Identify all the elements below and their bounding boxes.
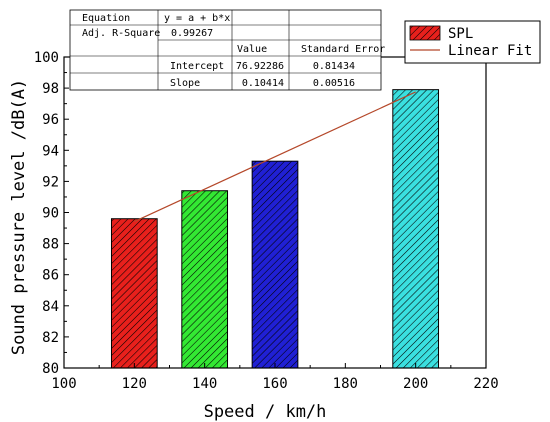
axes: 100 120 140 160 180 200 220 80 82 84 86 88 90 92 94 96 9… [34,50,499,392]
table-param-value: 76.92286 [236,61,284,72]
y-tick-label: 96 [42,112,59,128]
x-tick-label: 160 [262,376,287,392]
y-tick-label: 86 [42,268,59,284]
linear-fit-line [134,91,416,223]
bars-layer [110,89,440,369]
y-axis-title: Sound pressure level /dB(A) [9,79,29,355]
y-tick-label: 88 [42,237,59,253]
y-tick-label: 80 [42,361,59,377]
bar-hatch-120 [111,218,158,368]
x-tick-label: 180 [333,376,358,392]
table-param-stderr: 0.00516 [313,78,355,89]
table-stderr-header: Standard Error [301,44,385,55]
table-param-stderr: 0.81434 [313,61,355,72]
y-tick-label: 98 [42,81,59,97]
y-tick-label: 90 [42,206,59,222]
y-tick-label: 100 [34,50,59,66]
fit-line-layer [134,91,416,223]
legend-swatch-hatch [410,26,440,40]
table-r2-label: Adj. R-Square [82,28,160,39]
table-r2-value: 0.99267 [171,28,213,39]
bar-hatch-200 [392,89,439,368]
table-param-value: 0.10414 [242,78,284,89]
table-value-header: Value [237,44,267,55]
y-tick-label: 84 [42,299,59,315]
table-param: Slope [170,78,200,89]
table-param: Intercept [170,61,224,72]
x-tick-label: 100 [51,376,76,392]
table-equation: y = a + b*x [164,13,230,24]
bar-hatch-160 [252,161,298,368]
table-equation-label: Equation [82,13,130,24]
legend-label: Linear Fit [448,43,532,59]
y-tick-label: 94 [42,143,59,159]
legend-label: SPL [448,26,473,42]
fit-results-table: Equation y = a + b*x Adj. R-Square 0.99267 V… [69,9,385,91]
x-tick-label: 140 [192,376,217,392]
y-tick-label: 92 [42,174,59,190]
x-tick-label: 200 [403,376,428,392]
y-tick-label: 82 [42,330,59,346]
x-tick-label: 220 [473,376,498,392]
table-frame [69,9,382,91]
x-axis-title: Speed / km/h [204,402,327,422]
bar-hatch-140 [181,190,228,368]
x-tick-label: 120 [122,376,147,392]
